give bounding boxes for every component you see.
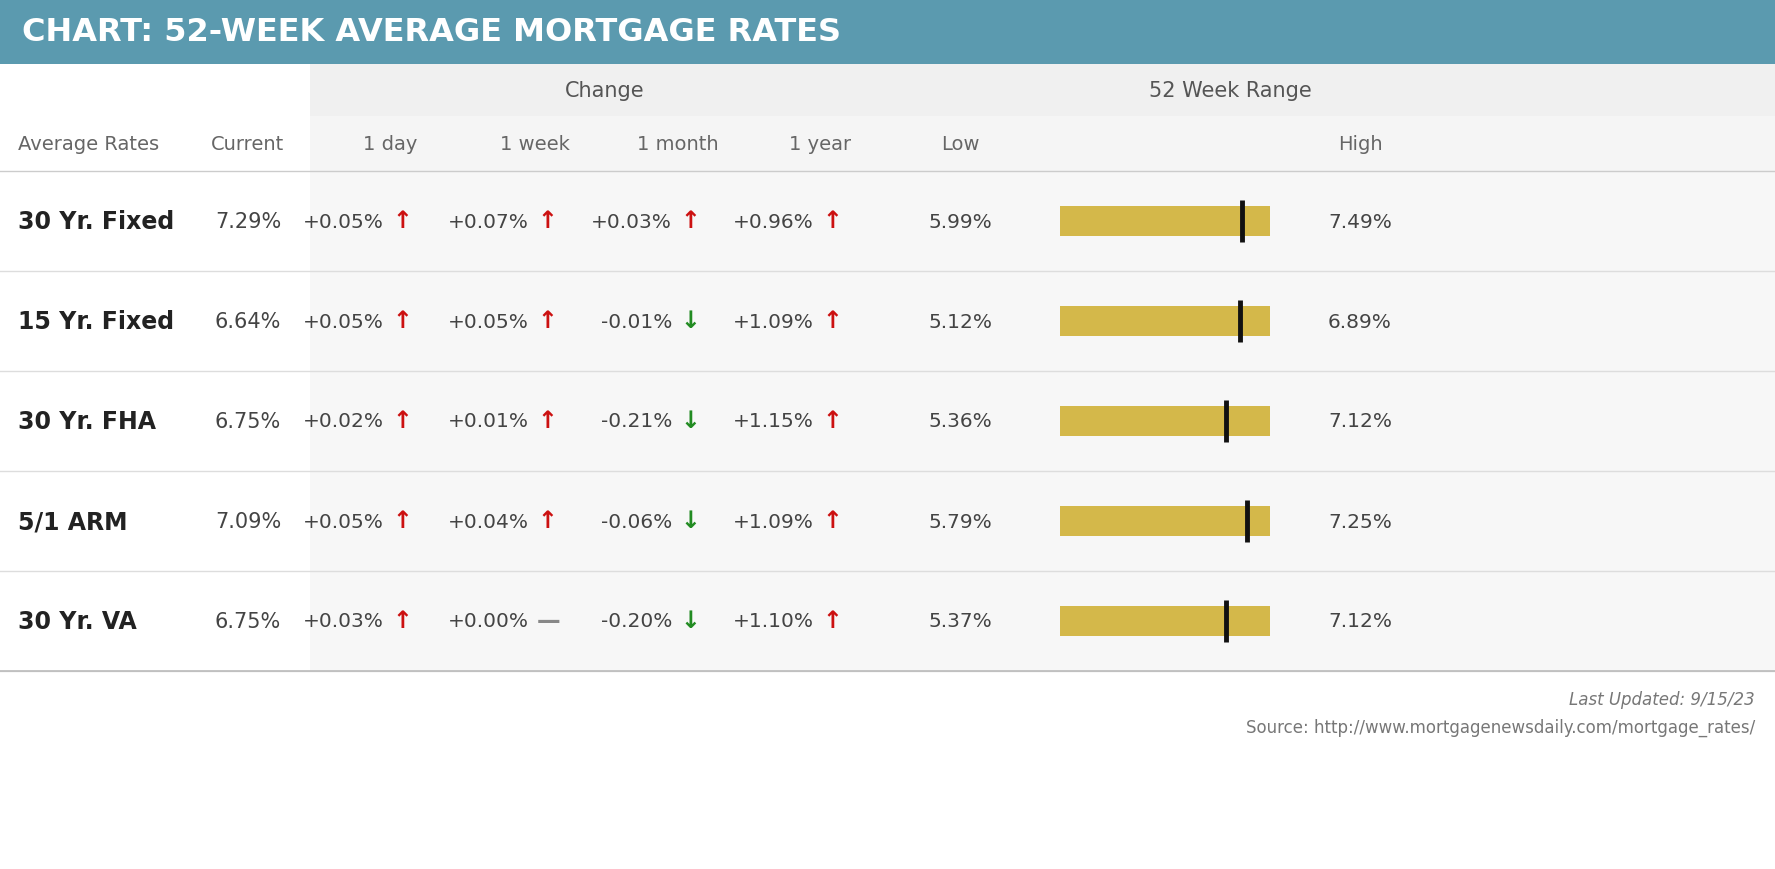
Bar [1060,507,1269,536]
Text: 6.75%: 6.75% [215,412,280,432]
Text: Low: Low [941,135,980,154]
Bar [1060,407,1269,436]
Text: ↑: ↑ [680,209,699,233]
Text: ↑: ↑ [822,608,841,633]
Text: High: High [1338,135,1383,154]
Text: 6.75%: 6.75% [215,611,280,631]
Text: 1 year: 1 year [788,135,850,154]
Bar [311,571,1775,671]
Text: 1 month: 1 month [637,135,719,154]
Text: 5/1 ARM: 5/1 ARM [18,509,128,534]
Text: ↑: ↑ [392,408,412,433]
Text: Current: Current [211,135,284,154]
Text: +0.05%: +0.05% [304,312,383,331]
Bar [0,272,1775,372]
Text: 5.99%: 5.99% [928,212,992,231]
Text: 7.12%: 7.12% [1328,612,1392,631]
Text: +1.09%: +1.09% [733,312,815,331]
Bar [0,571,1775,671]
Bar [0,372,1775,472]
Text: 6.64%: 6.64% [215,312,280,332]
Text: 7.09%: 7.09% [215,512,280,531]
Text: ↑: ↑ [392,209,412,233]
Text: ↑: ↑ [392,508,412,533]
Text: ↓: ↓ [680,408,699,433]
Text: ↓: ↓ [680,308,699,333]
Text: 6.89%: 6.89% [1328,312,1392,331]
Bar [311,172,1775,272]
Text: +0.96%: +0.96% [733,212,815,231]
Text: 30 Yr. Fixed: 30 Yr. Fixed [18,209,174,234]
Text: 1 day: 1 day [362,135,417,154]
Text: —: — [538,608,561,633]
Text: +0.00%: +0.00% [447,612,529,631]
Text: -0.06%: -0.06% [600,512,673,531]
Text: ↑: ↑ [822,308,841,333]
Text: +0.02%: +0.02% [304,412,383,431]
Text: Change: Change [564,81,644,101]
Text: +0.05%: +0.05% [304,212,383,231]
Bar [0,172,1775,272]
Text: 5.37%: 5.37% [928,612,992,631]
Text: ↑: ↑ [822,508,841,533]
Bar [1060,207,1269,236]
Text: +0.05%: +0.05% [304,512,383,531]
Text: CHART: 52-WEEK AVERAGE MORTGAGE RATES: CHART: 52-WEEK AVERAGE MORTGAGE RATES [21,17,841,48]
Text: ↑: ↑ [538,508,557,533]
Text: Source: http://www.mortgagenewsdaily.com/mortgage_rates/: Source: http://www.mortgagenewsdaily.com… [1246,718,1755,736]
Text: ↑: ↑ [538,308,557,333]
Text: ↑: ↑ [538,209,557,233]
Text: +0.03%: +0.03% [591,212,673,231]
Text: ↑: ↑ [392,608,412,633]
Text: 5.79%: 5.79% [928,512,992,531]
Text: Last Updated: 9/15/23: Last Updated: 9/15/23 [1569,690,1755,708]
Text: ↓: ↓ [680,508,699,533]
Text: 7.29%: 7.29% [215,212,280,232]
Text: ↓: ↓ [680,608,699,633]
Text: ↑: ↑ [538,408,557,433]
Text: -0.21%: -0.21% [600,412,673,431]
Text: +0.04%: +0.04% [447,512,529,531]
Bar [1060,307,1269,336]
Text: +0.07%: +0.07% [447,212,529,231]
Text: -0.01%: -0.01% [600,312,673,331]
Text: ↑: ↑ [822,408,841,433]
Text: 15 Yr. Fixed: 15 Yr. Fixed [18,309,174,334]
Bar [311,116,1775,172]
Text: +1.10%: +1.10% [733,612,815,631]
Text: 52 Week Range: 52 Week Range [1148,81,1312,101]
Text: 5.36%: 5.36% [928,412,992,431]
Text: 5.12%: 5.12% [928,312,992,331]
Text: 7.12%: 7.12% [1328,412,1392,431]
Bar [0,472,1775,571]
Text: +0.05%: +0.05% [447,312,529,331]
Bar [1060,607,1269,636]
Text: -0.20%: -0.20% [600,612,673,631]
Text: Average Rates: Average Rates [18,135,160,154]
Text: 7.49%: 7.49% [1328,212,1392,231]
Text: +0.03%: +0.03% [304,612,383,631]
Text: 1 week: 1 week [501,135,570,154]
Text: +0.01%: +0.01% [447,412,529,431]
Text: 30 Yr. VA: 30 Yr. VA [18,609,137,634]
Text: ↑: ↑ [822,209,841,233]
Text: 7.25%: 7.25% [1328,512,1392,531]
Text: +1.09%: +1.09% [733,512,815,531]
Bar [0,0,1775,65]
Text: 30 Yr. FHA: 30 Yr. FHA [18,409,156,434]
Text: +1.15%: +1.15% [733,412,815,431]
Bar [311,472,1775,571]
Text: ↑: ↑ [392,308,412,333]
Bar [311,272,1775,372]
Bar [311,65,1775,116]
Bar [311,372,1775,472]
